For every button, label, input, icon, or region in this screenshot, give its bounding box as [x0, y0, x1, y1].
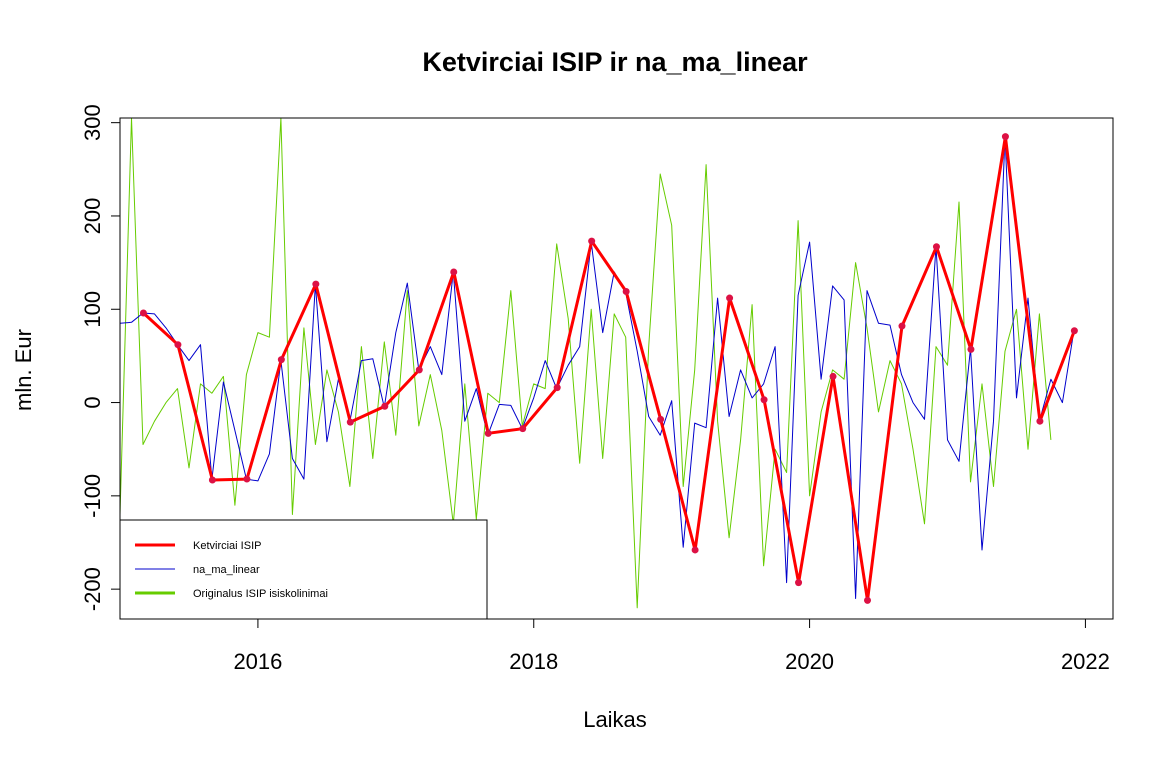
data-point [622, 288, 630, 296]
data-point [657, 415, 665, 423]
data-point [553, 384, 561, 392]
data-point [898, 322, 906, 330]
data-point [1001, 133, 1009, 141]
legend-label: na_ma_linear [193, 564, 260, 576]
data-point [519, 425, 527, 433]
data-point [381, 402, 389, 410]
series-line-quarterly [142, 135, 1076, 602]
data-point [726, 294, 734, 302]
x-tick-label: 2020 [785, 649, 834, 674]
legend-box [119, 519, 488, 620]
data-point [1036, 417, 1044, 425]
data-point [588, 237, 596, 245]
legend-label: Ketvirciai ISIP [193, 540, 261, 552]
data-point [864, 596, 872, 604]
legend-label: Originalus ISIP isiskolinimai [193, 588, 328, 600]
chart-title: Ketvirciai ISIP ir na_ma_linear [422, 47, 808, 77]
data-point [1070, 327, 1078, 335]
y-tick-label: -100 [80, 474, 105, 518]
x-tick-label: 2018 [509, 649, 558, 674]
data-point [174, 341, 182, 349]
series-line-na-ma-linear [120, 136, 1075, 599]
data-point [450, 268, 458, 276]
data-point [139, 309, 147, 317]
y-axis: -200 -100 0 100 200 300 [80, 104, 121, 611]
data-point [312, 280, 320, 288]
x-axis: 2016 2018 2020 2022 [233, 618, 1110, 674]
y-tick-label: 200 [80, 198, 105, 235]
legend: Ketvirciai ISIP na_ma_linear Originalus IS… [119, 519, 488, 620]
y-tick-label: 0 [80, 396, 105, 408]
x-axis-label: Laikas [583, 707, 647, 732]
data-point [484, 429, 492, 437]
x-tick-label: 2022 [1061, 649, 1110, 674]
data-point [829, 372, 837, 380]
data-point [208, 476, 216, 484]
data-point [277, 356, 285, 364]
data-point [760, 396, 768, 404]
data-point [691, 546, 699, 554]
y-tick-label: 300 [80, 104, 105, 141]
data-point [932, 243, 940, 251]
y-tick-label: 100 [80, 291, 105, 328]
data-point [967, 345, 975, 353]
series-layer [120, 118, 1078, 609]
data-point [346, 418, 354, 426]
y-tick-label: -200 [80, 567, 105, 611]
data-point [795, 579, 803, 587]
data-point [415, 366, 423, 374]
data-point [243, 475, 251, 483]
x-tick-label: 2016 [233, 649, 282, 674]
y-axis-label: mln. Eur [11, 329, 36, 411]
